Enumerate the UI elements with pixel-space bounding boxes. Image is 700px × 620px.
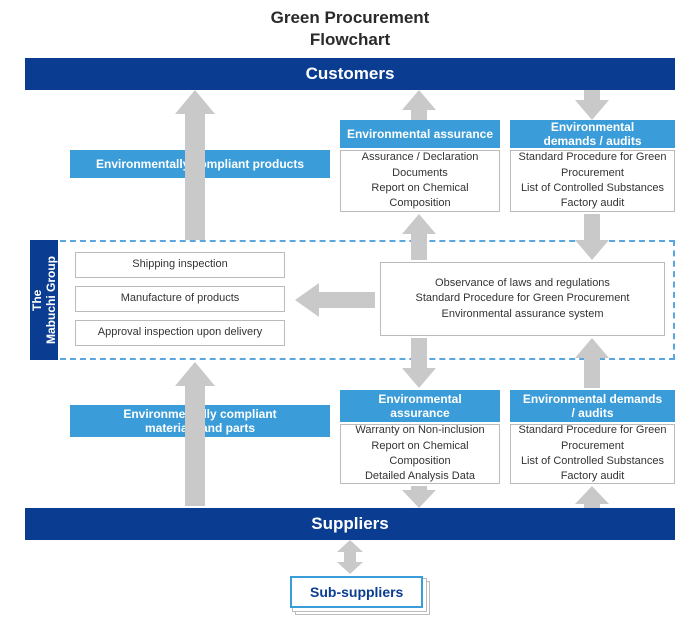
arrow-up-center-mid [402,214,436,260]
mabuchi-group-label: The Mabuchi Group [30,240,58,360]
manufacture-box: Manufacture of products [75,286,285,312]
env-demands-bot-label: Environmental demands / audits [510,390,675,422]
arrow-up-left [175,90,215,240]
approval-inspection-box: Approval inspection upon delivery [75,320,285,346]
sub-suppliers-box: Sub-suppliers [290,576,423,608]
arrow-down-center-low [402,338,436,388]
page-title: Green Procurement [0,0,700,30]
observance-box: Observance of laws and regulations Stand… [380,262,665,336]
arrow-up-left-bottom [175,362,215,506]
env-demands-top-detail: Standard Procedure for Green Procurement… [510,150,675,212]
arrow-up-right-bot [575,486,609,508]
arrow-up-right-low [575,338,609,388]
customers-bar: Customers [25,58,675,90]
env-assurance-top-label: Environmental assurance [340,120,500,148]
arrow-left-mid [295,283,375,317]
env-assurance-bot-detail: Warranty on Non-inclusion Report on Chem… [340,424,500,484]
arrow-down-right-mid [575,214,609,260]
suppliers-bar: Suppliers [25,508,675,540]
env-assurance-top-detail: Assurance / Declaration Documents Report… [340,150,500,212]
page-subtitle: Flowchart [0,30,700,58]
env-assurance-bot-label: Environmental assurance [340,390,500,422]
arrow-bidir-sub [333,540,367,574]
arrow-up-center-top [402,90,436,120]
arrow-down-right-top [575,90,609,120]
env-demands-bot-detail: Standard Procedure for Green Procurement… [510,424,675,484]
arrow-down-center-bot [402,486,436,508]
env-demands-top-label: Environmental demands / audits [510,120,675,148]
shipping-inspection-box: Shipping inspection [75,252,285,278]
